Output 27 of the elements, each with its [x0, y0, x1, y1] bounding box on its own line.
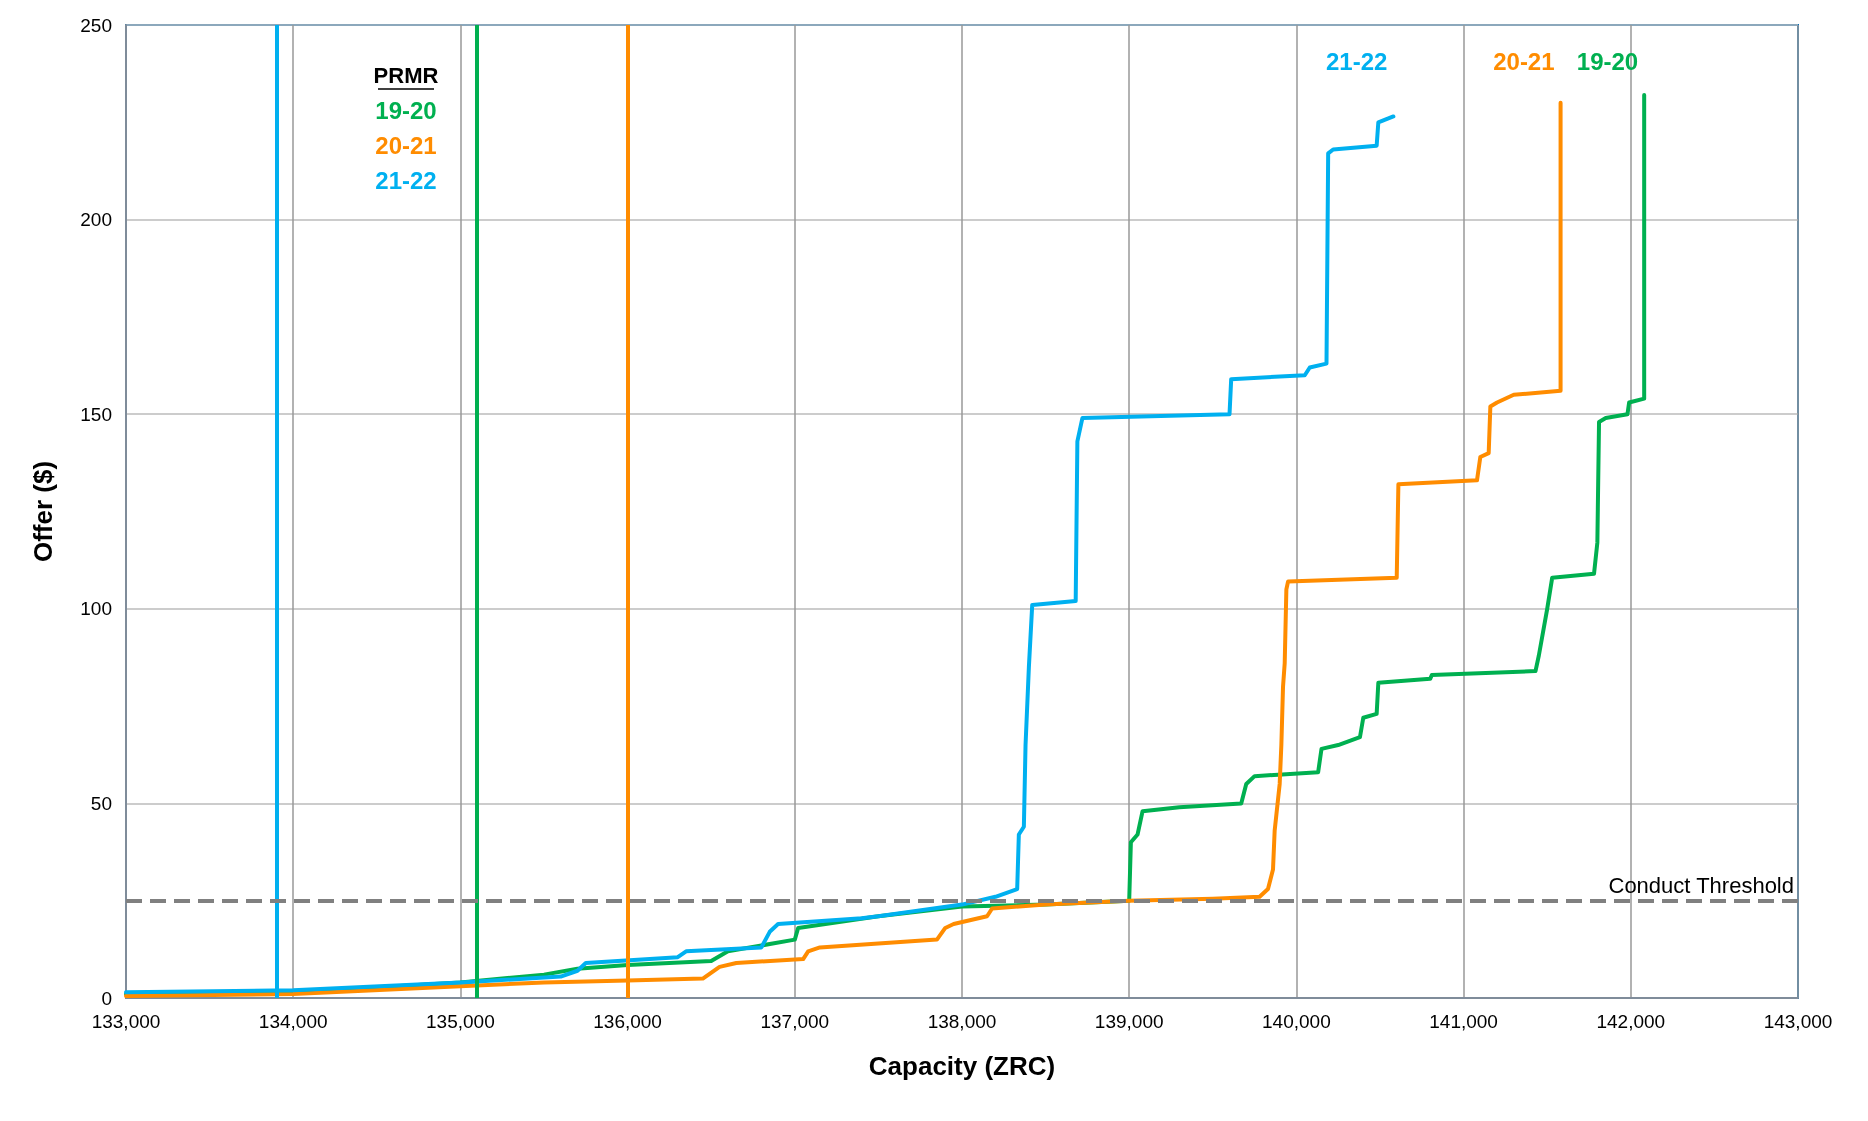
x-tick-label: 137,000 — [760, 1011, 830, 1032]
y-axis-title: Offer ($) — [28, 460, 58, 563]
y-tick-label: 50 — [90, 792, 112, 814]
y-tick-label: 0 — [101, 987, 112, 1009]
annotation: 19-20 — [375, 96, 437, 124]
series-label: 20-21 — [1493, 47, 1555, 75]
series-label: 21-22 — [1325, 47, 1388, 75]
legend-title: PRMR — [373, 62, 439, 88]
x-tick-label: 138,000 — [927, 1011, 997, 1032]
x-axis-title: Capacity (ZRC) — [868, 1051, 1056, 1081]
x-tick-label: 134,000 — [258, 1011, 328, 1032]
x-tick-label: 143,000 — [1763, 1011, 1833, 1032]
series-label: 19-20 — [1576, 47, 1639, 75]
x-tick-label: 142,000 — [1596, 1011, 1666, 1032]
y-tick-label: 100 — [80, 598, 112, 620]
x-tick-label: 139,000 — [1094, 1011, 1164, 1032]
ref-line-label: Conduct Threshold — [1608, 873, 1794, 899]
x-tick-label: 135,000 — [426, 1011, 495, 1032]
x-tick-label: 136,000 — [593, 1011, 662, 1032]
annotation: 21-22 — [375, 166, 437, 194]
x-tick-label: 141,000 — [1429, 1011, 1498, 1032]
y-tick-label: 200 — [80, 209, 112, 231]
y-tick-label: 250 — [80, 14, 112, 36]
y-tick-label: 150 — [80, 403, 112, 425]
annotation: 20-21 — [375, 131, 437, 159]
x-tick-label: 140,000 — [1262, 1011, 1331, 1032]
x-tick-label: 133,000 — [91, 1011, 161, 1032]
